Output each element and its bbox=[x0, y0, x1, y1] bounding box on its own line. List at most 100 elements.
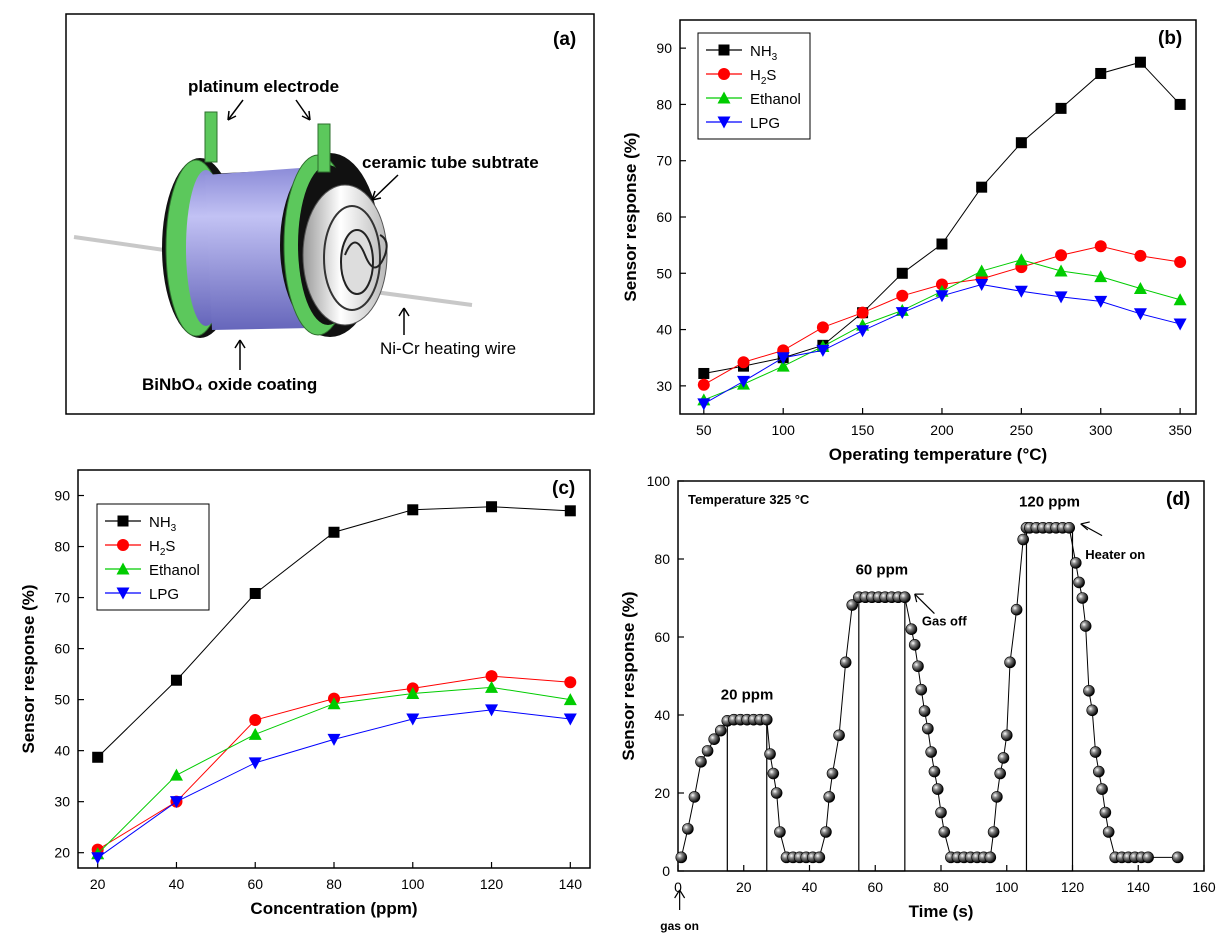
panel-label: (d) bbox=[1166, 489, 1190, 510]
legend-entry-main: Ethanol bbox=[149, 562, 200, 579]
y-tick-label: 20 bbox=[654, 785, 670, 801]
data-point bbox=[406, 686, 420, 699]
data-point bbox=[1069, 557, 1082, 569]
left-electrode-pin bbox=[204, 111, 218, 163]
data-point bbox=[915, 683, 928, 696]
data-point bbox=[697, 378, 710, 391]
y-tick-label: 80 bbox=[656, 96, 672, 112]
legend-entry: NH3 bbox=[149, 514, 177, 534]
data-point bbox=[1174, 98, 1186, 110]
data-point bbox=[1015, 137, 1027, 149]
data-point bbox=[1010, 603, 1023, 616]
legend-entry-main: Ethanol bbox=[750, 91, 801, 108]
data-point bbox=[328, 526, 340, 538]
data-point bbox=[1079, 620, 1092, 632]
sensor-schematic: (a) platinum electrode ceramic bbox=[65, 13, 595, 415]
panel-label-a: (a) bbox=[553, 29, 576, 50]
data-point bbox=[1173, 293, 1187, 306]
data-point bbox=[249, 587, 261, 599]
data-point bbox=[1134, 249, 1147, 262]
data-point bbox=[928, 765, 941, 778]
x-tick-label: 160 bbox=[1192, 879, 1216, 895]
data-point bbox=[688, 791, 701, 803]
data-point bbox=[327, 733, 341, 746]
label-platinum-electrode: platinum electrode bbox=[188, 77, 339, 96]
data-point bbox=[737, 375, 751, 388]
x-axis-label: Concentration (ppm) bbox=[250, 899, 417, 918]
data-point bbox=[248, 727, 262, 740]
y-tick-label: 80 bbox=[54, 539, 70, 555]
x-tick-label: 140 bbox=[1127, 879, 1151, 895]
arrowhead-icon bbox=[1080, 521, 1090, 531]
series-line bbox=[703, 284, 1181, 405]
arrowhead-icon bbox=[674, 889, 686, 899]
data-point bbox=[922, 722, 934, 735]
data-point bbox=[991, 791, 1003, 803]
data-point bbox=[823, 791, 836, 803]
arrow-electrode-left bbox=[227, 99, 244, 121]
data-point bbox=[935, 806, 947, 819]
data-point bbox=[925, 746, 937, 758]
legend-entry-main: H bbox=[750, 67, 761, 84]
data-point bbox=[485, 704, 499, 717]
y-tick-label: 100 bbox=[647, 473, 671, 489]
x-tick-label: 40 bbox=[802, 879, 818, 895]
x-tick-label: 150 bbox=[851, 422, 875, 438]
data-point bbox=[1133, 281, 1147, 294]
y-tick-label: 30 bbox=[656, 378, 672, 394]
x-tick-label: 80 bbox=[933, 879, 949, 895]
data-point bbox=[767, 767, 780, 780]
x-tick-label: 100 bbox=[772, 422, 796, 438]
y-tick-label: 90 bbox=[656, 40, 672, 56]
y-tick-label: 0 bbox=[662, 863, 670, 879]
data-point bbox=[997, 752, 1010, 764]
y-tick-label: 30 bbox=[54, 794, 70, 810]
legend-marker bbox=[718, 44, 730, 56]
data-point bbox=[169, 768, 183, 781]
legend-entry: LPG bbox=[149, 586, 179, 603]
y-tick-label: 40 bbox=[654, 707, 670, 723]
data-point bbox=[564, 676, 577, 689]
x-tick-label: 350 bbox=[1168, 422, 1192, 438]
y-tick-label: 70 bbox=[656, 153, 672, 169]
arrowhead-icon bbox=[234, 339, 246, 349]
legend-entry-subscript: 3 bbox=[772, 52, 778, 63]
panel-label: (c) bbox=[552, 478, 575, 499]
data-point bbox=[675, 851, 688, 864]
data-point bbox=[816, 321, 829, 334]
data-point bbox=[1094, 270, 1108, 283]
series-line bbox=[97, 709, 571, 859]
data-point bbox=[774, 826, 786, 838]
data-point bbox=[856, 306, 869, 319]
data-point bbox=[1173, 318, 1187, 331]
data-point bbox=[935, 278, 948, 291]
data-point bbox=[896, 267, 908, 279]
y-tick-label: 20 bbox=[54, 845, 70, 861]
data-point bbox=[899, 591, 911, 604]
data-point bbox=[698, 367, 710, 379]
arrow-electrode-right bbox=[295, 99, 311, 121]
data-point bbox=[1083, 685, 1095, 697]
arrow-heater-on bbox=[1080, 523, 1103, 537]
data-point bbox=[1174, 256, 1187, 269]
x-tick-label: 120 bbox=[480, 876, 504, 892]
data-point bbox=[1089, 746, 1102, 758]
arrowhead-icon bbox=[398, 307, 410, 317]
legend-box bbox=[96, 503, 210, 611]
arrowhead-icon bbox=[301, 110, 311, 121]
data-point bbox=[714, 724, 727, 737]
y-tick-label: 80 bbox=[654, 551, 670, 567]
legend-entry-subscript: 2 bbox=[761, 76, 767, 87]
data-point bbox=[776, 359, 790, 372]
data-point bbox=[695, 755, 707, 768]
data-point bbox=[563, 693, 577, 706]
legend-entry: Ethanol bbox=[750, 91, 801, 108]
legend-entry: NH3 bbox=[750, 43, 778, 63]
x-tick-label: 40 bbox=[169, 876, 185, 892]
data-point bbox=[1054, 264, 1068, 277]
gas-exposure-window bbox=[1025, 527, 1074, 872]
data-point bbox=[1076, 592, 1089, 604]
data-point bbox=[975, 279, 989, 292]
x-tick-label: 80 bbox=[326, 876, 342, 892]
x-tick-label: 120 bbox=[1061, 879, 1085, 895]
